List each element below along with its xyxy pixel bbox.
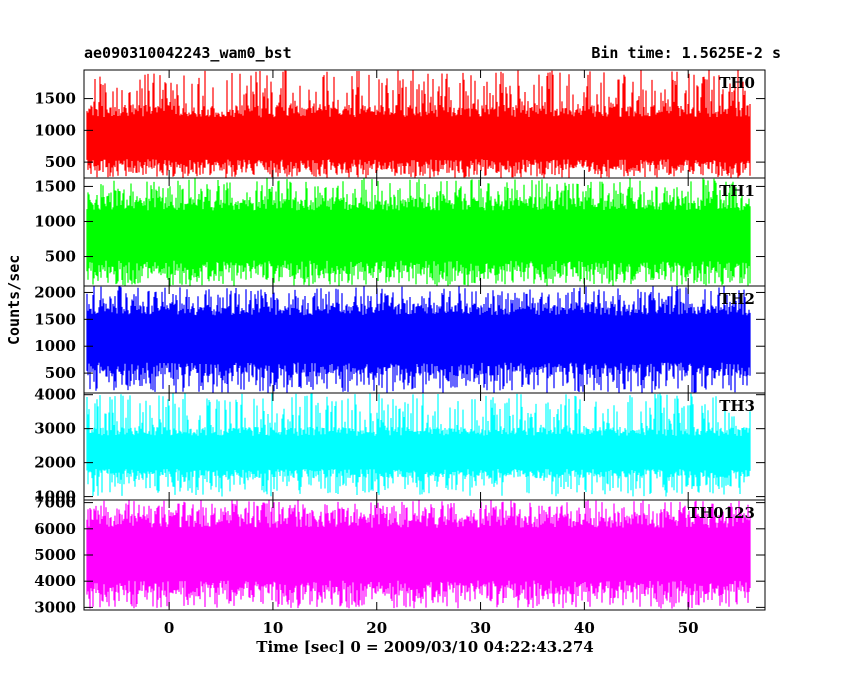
y-tick-label-th0123: 5000: [34, 546, 76, 564]
y-tick-label-th2: 500: [45, 364, 76, 382]
y-tick-label-th1: 1500: [34, 177, 76, 195]
y-tick-label-th2: 1500: [34, 310, 76, 328]
y-tick-label-th0123: 3000: [34, 598, 76, 616]
chart-title: ae090310042243_wam0_bst: [84, 44, 292, 62]
panel-label-th0123: TH0123: [688, 504, 755, 522]
x-tick-label: 50: [678, 619, 699, 637]
x-tick-label: 20: [366, 619, 387, 637]
y-tick-label-th0: 1500: [34, 90, 76, 108]
y-tick-label-th3: 4000: [34, 386, 76, 404]
y-tick-label-th0123: 6000: [34, 520, 76, 538]
y-tick-label-th1: 1000: [34, 212, 76, 230]
series-th2: [86, 286, 751, 393]
y-tick-label-th3: 2000: [34, 454, 76, 472]
y-tick-label-th0: 1000: [34, 121, 76, 139]
y-tick-label-th0123: 4000: [34, 572, 76, 590]
y-tick-label-th3: 1000: [34, 488, 76, 506]
panel-label-th0: TH0: [719, 74, 755, 92]
x-axis-label: Time [sec] 0 = 2009/03/10 04:22:43.274: [256, 638, 594, 656]
y-tick-label-th2: 1000: [34, 337, 76, 355]
panel-label-th1: TH1: [719, 182, 755, 200]
panel-label-th2: TH2: [719, 290, 755, 308]
y-tick-label-th0: 500: [45, 153, 76, 171]
y-tick-label-th1: 500: [45, 248, 76, 266]
chart-subtitle: Bin time: 1.5625E-2 s: [591, 44, 781, 62]
x-tick-label: 40: [574, 619, 595, 637]
y-tick-label-th3: 3000: [34, 420, 76, 438]
y-tick-label-th0123: 7000: [34, 494, 76, 512]
y-tick-label-th2: 2000: [34, 283, 76, 301]
x-tick-label: 10: [262, 619, 283, 637]
x-tick-label: 30: [470, 619, 491, 637]
series-th0: [86, 70, 751, 178]
x-tick-label: 0: [164, 619, 174, 637]
series-th3: [86, 393, 751, 497]
series-th1: [86, 178, 751, 286]
series-th0123: [86, 500, 751, 609]
panel-label-th3: TH3: [719, 397, 755, 415]
